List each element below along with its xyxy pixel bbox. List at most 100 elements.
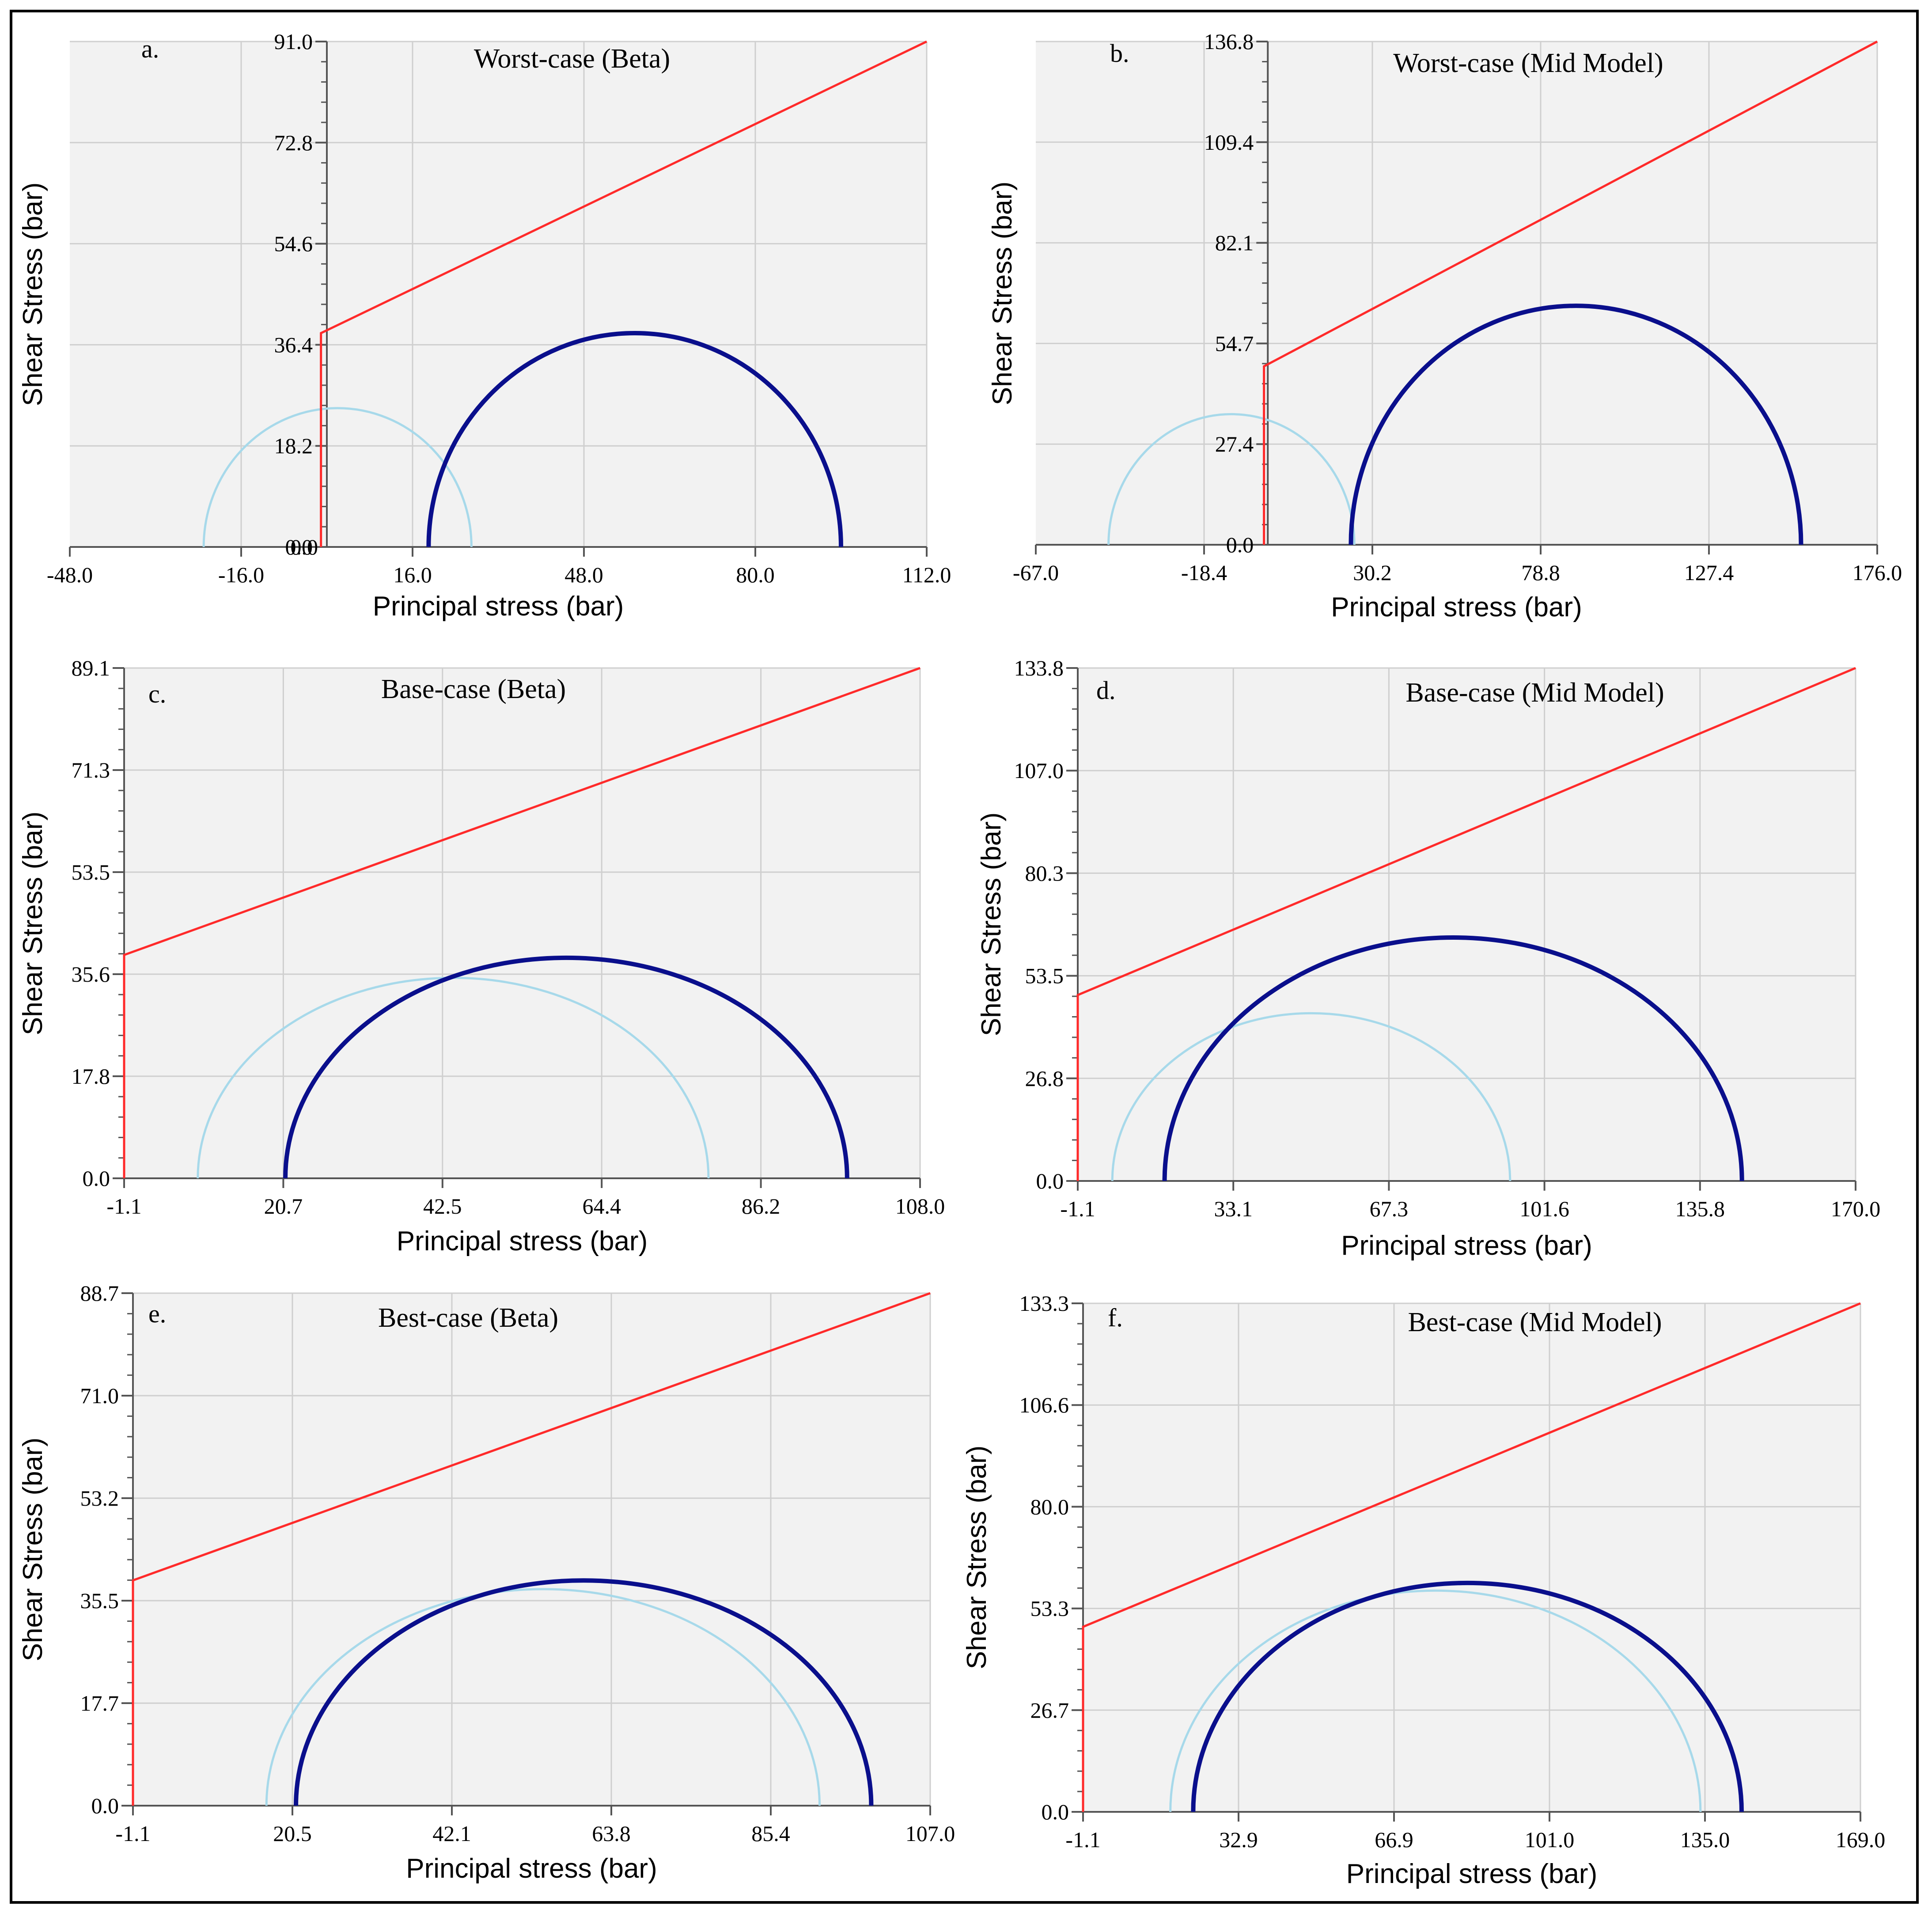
y-tick-label: 71.3 (72, 758, 110, 782)
y-tick-label: 0.0 (1042, 1799, 1069, 1824)
panel-3: -1.1 20.7 42.5 64.4 86.2 108.0 0.0 17.8 35.6 53.5… (18, 656, 945, 1256)
y-tick-label: 26.8 (1025, 1066, 1064, 1091)
y-tick-label: 136.8 (1204, 29, 1254, 54)
failure-envelope (1263, 40, 1878, 545)
panel-title: Best-case (Beta) (378, 1303, 558, 1333)
y-tick-label: 18.2 (274, 433, 313, 458)
y-tick-label: 109.4 (1204, 130, 1254, 155)
y-tick-label: 0.0 (1036, 1169, 1064, 1193)
x-tick-label: 86.2 (742, 1194, 780, 1219)
panel-letter: c. (148, 679, 166, 708)
x-tick-label: -1.1 (1060, 1196, 1095, 1221)
panel-letter: f. (1108, 1303, 1123, 1332)
y-tick-label: 72.8 (274, 130, 313, 155)
panel-letter: e. (148, 1299, 166, 1328)
x-tick-label: 127.4 (1684, 560, 1734, 585)
x-tick-label: 107.0 (905, 1821, 955, 1846)
panel-title: Base-case (Beta) (381, 674, 566, 704)
x-tick-label: 176.0 (1852, 560, 1902, 585)
y-tick-label: 0.0 (83, 1166, 110, 1191)
y-tick-label: 53.2 (80, 1486, 119, 1511)
y-tick-label: 107.0 (1014, 758, 1064, 783)
x-tick-label: 135.0 (1680, 1827, 1730, 1852)
plot-area (1036, 42, 1877, 545)
mohr-circle-light (1111, 1012, 1512, 1181)
panel-letter: b. (1110, 39, 1129, 68)
y-tick-label: 35.6 (72, 962, 110, 987)
x-axis-title: Principal stress (bar) (1346, 1859, 1597, 1889)
panel-4: -1.1 33.1 67.3 101.6 135.8 170.0 0.0 26.8 53.5 80… (976, 656, 1880, 1261)
failure-envelope (132, 1292, 931, 1806)
mohr-circle-dark (426, 331, 843, 547)
x-tick-label: 33.1 (1214, 1196, 1253, 1221)
x-tick-label: 42.5 (423, 1194, 462, 1219)
x-tick-label: 42.1 (432, 1821, 471, 1846)
x-axis-title: Principal stress (bar) (373, 591, 624, 622)
y-tick-label: 27.4 (1215, 432, 1254, 456)
x-tick-label: 101.6 (1519, 1196, 1569, 1221)
mohr-circle-light (202, 407, 473, 547)
y-tick-label: 53.5 (72, 860, 110, 884)
y-axis-title: Shear Stress (bar) (987, 182, 1018, 406)
x-tick-label: 32.9 (1219, 1827, 1258, 1852)
x-tick-label: -18.4 (1181, 560, 1227, 585)
x-tick-label: 80.0 (736, 562, 775, 587)
x-tick-label: 112.0 (902, 562, 951, 587)
y-tick-label: 54.7 (1215, 331, 1254, 356)
y-tick-label: 17.8 (72, 1064, 110, 1089)
panel-1: -48.0 -16.0 16.0 48.0 80.0 112.0 0.0 18.2 36.4 54… (18, 29, 951, 622)
y-axis-title: Shear Stress (bar) (18, 182, 48, 406)
y-origin-extra-label: 0.0 (291, 535, 318, 559)
x-tick-label: 108.0 (895, 1194, 945, 1219)
y-tick-label: 89.1 (72, 656, 110, 680)
y-tick-label: 35.5 (80, 1588, 119, 1613)
panel-letter: d. (1096, 676, 1116, 705)
x-tick-label: 66.9 (1375, 1827, 1413, 1852)
panel-2: -67.0 -18.4 30.2 78.8 127.4 176.0 0.0 27.4 54.7 8… (987, 29, 1902, 623)
y-tick-label: 36.4 (274, 332, 313, 357)
x-tick-label: 64.4 (582, 1194, 621, 1219)
x-tick-label: 169.0 (1836, 1827, 1886, 1852)
x-tick-label: 85.4 (751, 1821, 790, 1846)
panel-letter: a. (141, 34, 159, 63)
failure-envelope (1076, 667, 1856, 1181)
plot-area (133, 1293, 930, 1806)
x-tick-label: 63.8 (592, 1821, 631, 1846)
panel-title: Worst-case (Mid Model) (1393, 48, 1663, 78)
x-tick-label: 20.7 (264, 1194, 303, 1219)
y-tick-label: 71.0 (80, 1383, 119, 1408)
x-tick-label: -67.0 (1013, 560, 1059, 585)
y-tick-label: 133.3 (1019, 1291, 1069, 1316)
panel-title: Worst-case (Beta) (474, 44, 670, 74)
panel-6: -1.1 32.9 66.9 101.0 135.0 169.0 0.0 26.7 53.3 80… (962, 1291, 1885, 1889)
x-tick-label: 101.0 (1525, 1827, 1575, 1852)
figure-frame (10, 10, 1919, 1904)
plot-area (124, 668, 920, 1178)
x-tick-label: -16.0 (218, 562, 264, 587)
x-tick-label: 48.0 (564, 562, 603, 587)
plot-area (1078, 668, 1856, 1181)
y-tick-label: 54.6 (274, 232, 313, 256)
panel-title: Base-case (Mid Model) (1405, 678, 1664, 708)
x-tick-label: -1.1 (1065, 1827, 1100, 1852)
plot-area (1083, 1303, 1860, 1812)
y-tick-label: 106.6 (1019, 1393, 1069, 1417)
panel-5: -1.1 20.5 42.1 63.8 85.4 107.0 0.0 17.7 35.5 53.2… (18, 1281, 955, 1884)
y-tick-label: 0.0 (91, 1793, 119, 1818)
failure-envelope (320, 40, 928, 547)
mohr-circle-dark (1191, 1581, 1744, 1812)
x-tick-label: 16.0 (393, 562, 432, 587)
x-tick-label: -48.0 (47, 562, 93, 587)
failure-envelope (123, 667, 921, 1178)
y-tick-label: 17.7 (80, 1691, 119, 1716)
y-tick-label: 80.0 (1030, 1494, 1069, 1519)
x-axis-title: Principal stress (bar) (1341, 1230, 1592, 1261)
plot-area (70, 42, 927, 547)
y-axis-title: Shear Stress (bar) (18, 1438, 48, 1662)
y-tick-label: 0.0 (285, 535, 313, 559)
y-tick-label: 82.1 (1215, 231, 1254, 255)
x-axis-title: Principal stress (bar) (406, 1853, 657, 1884)
x-tick-label: 30.2 (1353, 560, 1392, 585)
x-axis-title: Principal stress (bar) (397, 1226, 648, 1256)
